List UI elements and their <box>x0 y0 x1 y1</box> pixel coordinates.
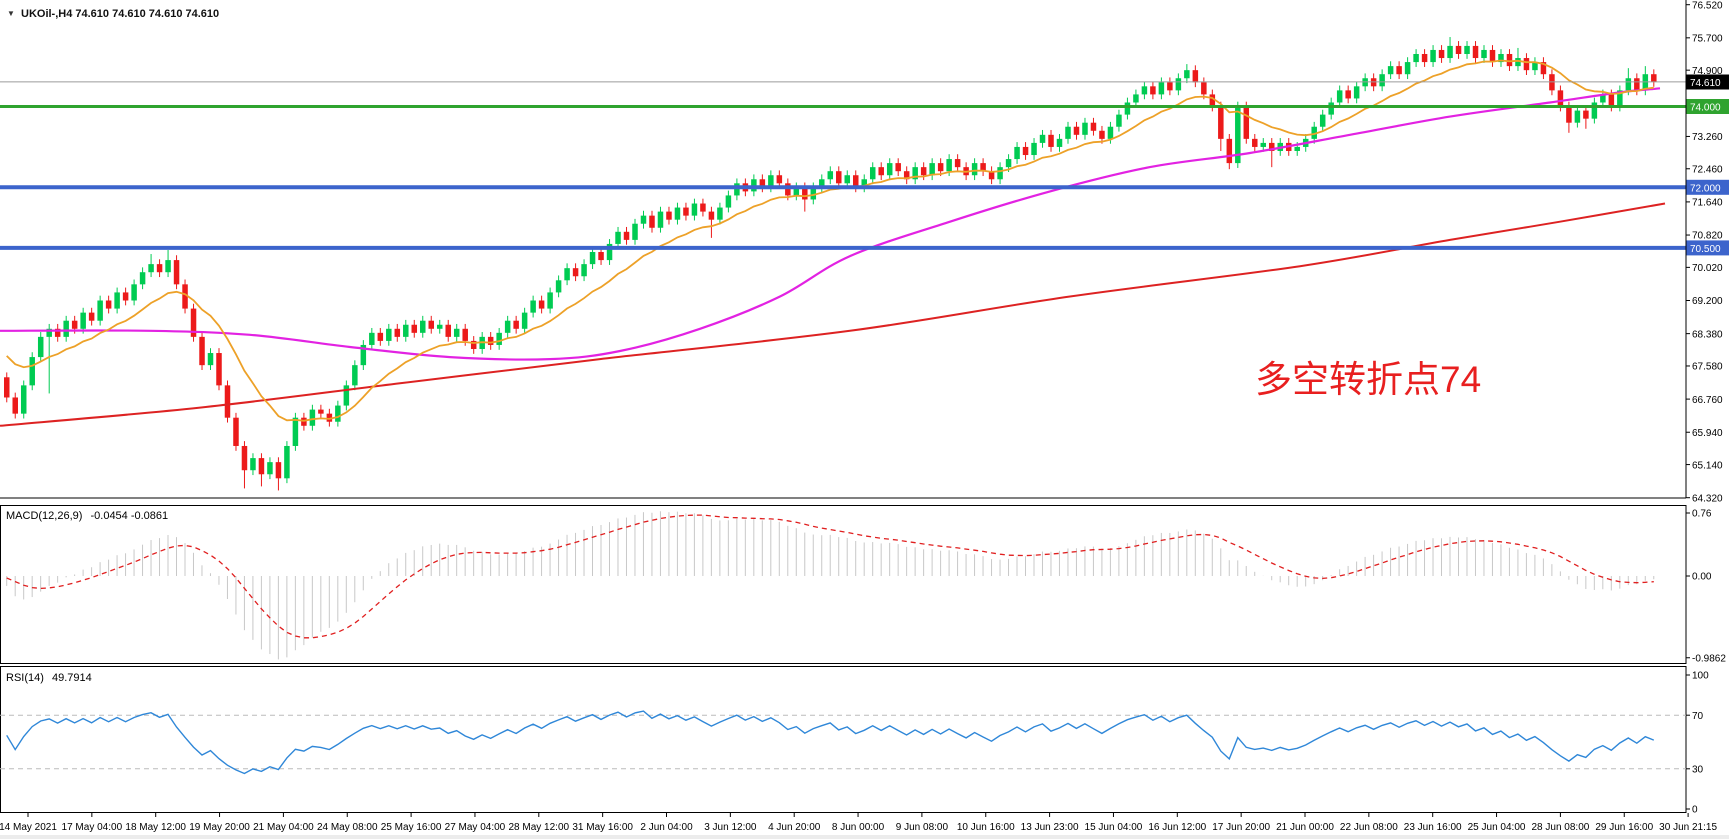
rsi-panel-border <box>0 666 1687 813</box>
svg-text:17 Jun 20:00: 17 Jun 20:00 <box>1212 822 1270 833</box>
svg-text:0.00: 0.00 <box>1692 572 1712 583</box>
svg-text:76.520: 76.520 <box>1692 0 1723 11</box>
macd-axis-ticks: 0.76 0.00 -0.9862 <box>1686 509 1726 664</box>
svg-text:15 Jun 04:00: 15 Jun 04:00 <box>1085 822 1143 833</box>
ma-magenta-line <box>0 87 1661 361</box>
svg-text:29 Jun 16:00: 29 Jun 16:00 <box>1595 822 1653 833</box>
svg-text:28 Jun 08:00: 28 Jun 08:00 <box>1531 822 1589 833</box>
rsi-level-lines <box>0 714 1686 770</box>
symbol-dropdown-icon[interactable]: ▼ <box>7 9 15 18</box>
hline-70500-label: 70.500 <box>1690 244 1721 255</box>
svg-text:16 Jun 12:00: 16 Jun 12:00 <box>1148 822 1206 833</box>
svg-text:30: 30 <box>1692 765 1704 776</box>
ma-orange-line <box>6 59 1654 422</box>
current-price-box: 74.610 <box>1686 74 1729 90</box>
svg-text:4 Jun 20:00: 4 Jun 20:00 <box>768 822 821 833</box>
svg-text:13 Jun 23:00: 13 Jun 23:00 <box>1021 822 1079 833</box>
annotation-text[interactable]: 多空转折点74 <box>1255 359 1481 400</box>
hline-70500-box: 70.500 <box>1686 240 1729 256</box>
svg-text:14 May 2021: 14 May 2021 <box>0 822 57 833</box>
svg-text:3 Jun 12:00: 3 Jun 12:00 <box>704 822 757 833</box>
svg-text:70: 70 <box>1692 711 1704 722</box>
svg-text:21 Jun 00:00: 21 Jun 00:00 <box>1276 822 1334 833</box>
svg-text:19 May 20:00: 19 May 20:00 <box>189 822 250 833</box>
svg-text:18 May 12:00: 18 May 12:00 <box>125 822 186 833</box>
svg-text:10 Jun 16:00: 10 Jun 16:00 <box>957 822 1015 833</box>
svg-text:0: 0 <box>1692 805 1698 816</box>
svg-text:2 Jun 04:00: 2 Jun 04:00 <box>640 822 693 833</box>
svg-text:73.260: 73.260 <box>1692 132 1723 143</box>
current-price-label: 74.610 <box>1690 78 1721 89</box>
rsi-axis-ticks: 100 70 30 0 <box>1686 671 1709 816</box>
svg-text:23 Jun 16:00: 23 Jun 16:00 <box>1404 822 1462 833</box>
svg-text:17 May 04:00: 17 May 04:00 <box>62 822 123 833</box>
svg-text:25 Jun 04:00: 25 Jun 04:00 <box>1468 822 1526 833</box>
svg-text:28 May 12:00: 28 May 12:00 <box>508 822 569 833</box>
macd-label: MACD(12,26,9) -0.0454 -0.0861 <box>6 510 168 522</box>
svg-text:30 Jun 21:15: 30 Jun 21:15 <box>1659 822 1717 833</box>
rsi-label: RSI(14) 49.7914 <box>6 672 92 684</box>
price-axis-ticks: 76.520 75.700 74.900 73.260 72.460 71.640 70.8… <box>1686 0 1723 504</box>
svg-text:8 Jun 00:00: 8 Jun 00:00 <box>832 822 885 833</box>
svg-text:25 May 16:00: 25 May 16:00 <box>381 822 442 833</box>
symbol-quote-line: UKOil-,H4 74.610 74.610 74.610 74.610 <box>21 8 219 20</box>
svg-text:24 May 08:00: 24 May 08:00 <box>317 822 378 833</box>
svg-text:0.76: 0.76 <box>1692 509 1712 520</box>
svg-text:21 May 04:00: 21 May 04:00 <box>253 822 314 833</box>
svg-text:65.140: 65.140 <box>1692 460 1723 471</box>
hline-72000-box: 72.000 <box>1686 179 1729 195</box>
svg-text:64.320: 64.320 <box>1692 493 1723 504</box>
svg-text:67.580: 67.580 <box>1692 362 1723 373</box>
hline-72000-label: 72.000 <box>1690 183 1721 194</box>
svg-text:65.940: 65.940 <box>1692 428 1723 439</box>
svg-text:66.760: 66.760 <box>1692 395 1723 406</box>
svg-text:22 Jun 08:00: 22 Jun 08:00 <box>1340 822 1398 833</box>
macd-signal-line <box>6 514 1654 639</box>
svg-text:74.900: 74.900 <box>1692 66 1723 77</box>
ma-red-line <box>0 202 1666 427</box>
svg-text:-0.9862: -0.9862 <box>1692 653 1726 664</box>
macd-panel-border <box>0 505 1687 664</box>
macd-histogram <box>6 511 1655 660</box>
svg-text:72.460: 72.460 <box>1692 164 1723 175</box>
svg-text:70.820: 70.820 <box>1692 231 1723 242</box>
svg-text:75.700: 75.700 <box>1692 34 1723 45</box>
svg-text:69.200: 69.200 <box>1692 296 1723 307</box>
hline-74000-box: 74.000 <box>1686 99 1729 114</box>
svg-text:68.380: 68.380 <box>1692 329 1723 340</box>
svg-text:71.640: 71.640 <box>1692 198 1723 209</box>
window-bottom-strip <box>0 835 1729 839</box>
svg-text:27 May 04:00: 27 May 04:00 <box>445 822 506 833</box>
time-axis-labels[interactable]: 14 May 2021 17 May 04:00 18 May 12:00 19 Ma… <box>0 813 1717 833</box>
hline-74000-label: 74.000 <box>1690 103 1721 114</box>
rsi-line <box>6 710 1655 775</box>
svg-text:9 Jun 08:00: 9 Jun 08:00 <box>896 822 949 833</box>
svg-text:70.020: 70.020 <box>1692 263 1723 274</box>
candles-group <box>4 37 1657 491</box>
svg-text:31 May 16:00: 31 May 16:00 <box>572 822 633 833</box>
svg-text:100: 100 <box>1692 671 1709 682</box>
